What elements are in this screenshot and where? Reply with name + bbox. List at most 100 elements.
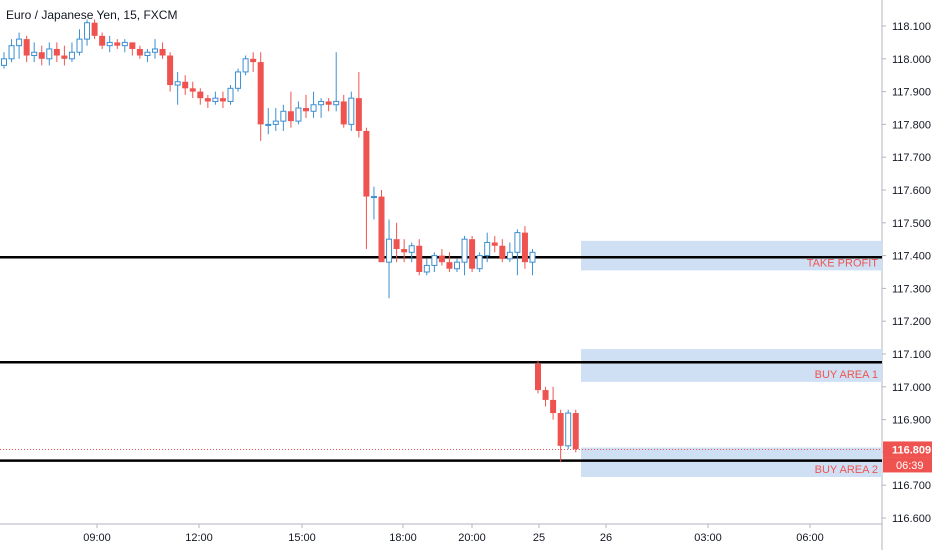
price-tick-label: 116.900 xyxy=(892,415,931,427)
candle-body xyxy=(16,38,23,47)
time-tick-label: 25 xyxy=(533,532,545,544)
candle-body xyxy=(257,62,264,125)
price-tick-label: 116.600 xyxy=(892,513,931,525)
candle-body xyxy=(174,81,181,86)
candle-body xyxy=(461,238,468,263)
candle-body xyxy=(506,251,513,260)
time-tick-label: 18:00 xyxy=(389,532,417,544)
zone-rect[interactable] xyxy=(581,240,882,271)
price-tick-label: 117.900 xyxy=(892,87,931,99)
price-tick-label: 117.500 xyxy=(892,218,931,230)
candle-body xyxy=(106,41,113,47)
time-tick-label: 15:00 xyxy=(288,532,316,544)
zone-label: BUY AREA 1 xyxy=(815,369,878,381)
candle-body xyxy=(242,58,249,73)
candle-body xyxy=(204,98,211,102)
candle-body xyxy=(521,232,528,263)
zone-label: TAKE PROFIT xyxy=(807,257,879,269)
candle-body xyxy=(484,241,491,257)
price-tick-label: 117.300 xyxy=(892,283,931,295)
candle-body xyxy=(31,51,38,57)
candle-body xyxy=(152,48,158,53)
candle-body xyxy=(227,87,234,102)
candle-body xyxy=(23,39,30,56)
candle-body xyxy=(340,101,347,125)
candle-body xyxy=(46,48,53,60)
candle-body xyxy=(212,97,219,102)
candle-body xyxy=(431,255,438,266)
candle-body xyxy=(438,255,445,263)
price-tick-label: 117.000 xyxy=(892,382,931,394)
countdown-label: 06:39 xyxy=(896,460,924,472)
price-tick-label: 117.700 xyxy=(892,152,931,164)
candle-body xyxy=(61,55,68,59)
time-tick-label: 26 xyxy=(600,532,612,544)
candle-body xyxy=(386,238,393,263)
candle-body xyxy=(144,51,151,57)
candle-body xyxy=(272,120,279,125)
candle-body xyxy=(535,363,541,391)
candle-body xyxy=(68,51,75,60)
time-tick-label: 20:00 xyxy=(458,532,486,544)
candle-body xyxy=(91,22,98,36)
zone-rect[interactable] xyxy=(581,447,882,477)
candle-body xyxy=(280,110,287,122)
price-tick-label: 117.200 xyxy=(892,316,931,328)
candle-body xyxy=(491,242,498,246)
candle-body xyxy=(416,245,423,272)
time-tick-label: 09:00 xyxy=(83,532,111,544)
price-tick-label: 117.100 xyxy=(892,349,931,361)
candle-body xyxy=(182,81,189,89)
candle-body xyxy=(378,196,385,263)
candle-body xyxy=(167,55,174,86)
candle-body xyxy=(514,232,521,253)
zone-rect[interactable] xyxy=(581,349,882,382)
candle-body xyxy=(333,100,340,106)
candle-body xyxy=(1,58,7,66)
candle-body xyxy=(348,97,355,125)
candle-body xyxy=(529,251,536,263)
candle-body xyxy=(250,58,257,63)
candle-body xyxy=(114,42,121,46)
candle-body xyxy=(318,100,325,106)
current-price-label: 116.809 xyxy=(892,444,931,456)
candle-body xyxy=(557,413,564,446)
candle-body xyxy=(53,48,60,56)
candle-body xyxy=(159,48,166,56)
candle-body xyxy=(423,264,430,273)
price-tick-label: 118.000 xyxy=(892,54,931,66)
candle-body xyxy=(197,91,204,99)
candle-body xyxy=(38,52,45,59)
candle-body xyxy=(469,239,476,269)
price-tick-label: 117.800 xyxy=(892,119,931,131)
current-price-badge xyxy=(883,441,932,458)
chart-title: Euro / Japanese Yen, 15, FXCM xyxy=(6,8,178,22)
candle-body xyxy=(121,41,128,47)
zone-label: BUY AREA 2 xyxy=(815,464,878,476)
candle-body xyxy=(76,38,83,53)
time-tick-label: 03:00 xyxy=(694,532,722,544)
candle-body xyxy=(393,239,400,250)
candle-body xyxy=(219,98,226,102)
countdown-badge xyxy=(883,457,932,473)
time-tick-label: 06:00 xyxy=(796,532,824,544)
candle-body xyxy=(550,399,557,414)
price-tick-label: 118.100 xyxy=(892,21,931,33)
candle-body xyxy=(565,412,572,447)
candle-body xyxy=(310,104,317,112)
candle-body xyxy=(370,196,377,199)
candle-body xyxy=(446,262,453,269)
candle-body xyxy=(499,245,506,259)
candle-body xyxy=(542,390,549,400)
candle-body xyxy=(136,48,143,56)
candle-body xyxy=(355,98,362,131)
candle-body xyxy=(408,245,415,253)
candle-body xyxy=(325,101,332,105)
candle-body xyxy=(287,111,294,122)
candle-body xyxy=(476,255,483,270)
candle-body xyxy=(265,123,272,126)
price-tick-label: 117.400 xyxy=(892,251,931,263)
candle-body xyxy=(572,413,579,450)
